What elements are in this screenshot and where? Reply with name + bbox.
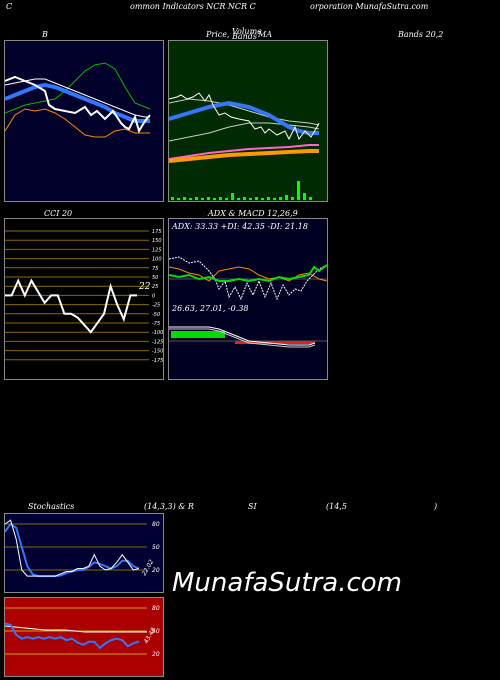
bands-right-ma-thick: [169, 100, 319, 135]
bands-right-price: [169, 92, 320, 141]
stoch-panel: 80 50 20 22.02: [4, 513, 164, 593]
rsi-panel: 80 50 20 43.48: [4, 597, 164, 677]
stoch-k-line: [5, 519, 140, 577]
cci-tick-label: 150: [152, 238, 162, 244]
cci-tick-label: -150: [152, 349, 163, 355]
cci-tick-label: 100: [152, 257, 162, 263]
rsi-tick-20: 20: [152, 651, 160, 658]
cci-tick-label: -25: [152, 303, 160, 309]
bands-left-upper: [5, 62, 151, 114]
adx-svg: ADX: 33.33 +DI: 42.35 -DI: 21.18 26.63, …: [169, 222, 327, 348]
adx-title: ADX & MACD 12,26,9: [208, 209, 298, 218]
stoch-header-d: (14,5: [326, 502, 347, 511]
adx-panel: ADX: 33.33 +DI: 42.35 -DI: 21.18 26.63, …: [168, 218, 328, 380]
bands-label-bands: Bands 20,2: [398, 30, 444, 39]
stoch-tick-80: 80: [152, 521, 160, 528]
bands-label-b: B: [42, 30, 48, 39]
cci-panel: 175 150 125 100 75 50 25 0 -25 -50 -75 -100 -125 -150…: [4, 218, 164, 380]
macd-line: [169, 326, 316, 346]
cci-value-label: 22: [138, 282, 151, 292]
cci-tick-label: 125: [152, 247, 162, 253]
cci-tick-label: -175: [152, 358, 163, 364]
bands-left-price: [5, 75, 151, 134]
cci-tick-label: -100: [152, 330, 163, 336]
adx-line: [169, 256, 327, 301]
stoch-header-b: (14,3,3) & R: [144, 502, 194, 511]
cci-tick-label: -75: [152, 321, 160, 327]
bands-label-volume-b: Bands: [232, 32, 258, 41]
bands-label-ma: MA: [258, 30, 272, 39]
bands-right-lower: [169, 122, 320, 142]
header-title-b: orporation MunafaSutra.com: [310, 2, 429, 11]
bands-right-panel: [168, 40, 328, 202]
stoch-d-line: [5, 522, 140, 578]
rsi-value-label: 43.48: [143, 626, 158, 645]
bands-right-upper: [169, 98, 320, 126]
cci-svg: 175 150 125 100 75 50 25 0 -25 -50 -75 -100 -125 -150…: [5, 229, 163, 364]
bands-left-lower: [5, 108, 150, 138]
stoch-svg: 80 50 20 22.02: [5, 519, 160, 578]
adx-plus-di: [169, 264, 327, 283]
cci-tick-label: -50: [152, 312, 160, 318]
cci-grid: [5, 230, 149, 361]
cci-tick-label: 175: [152, 229, 162, 235]
cci-title: CCI 20: [44, 209, 73, 218]
macd-signal: [169, 328, 316, 348]
header-c: C: [6, 2, 13, 11]
watermark: MunafaSutra.com: [172, 568, 403, 598]
bands-right-ma-pink: [169, 144, 319, 160]
stoch-tick-20: 20: [152, 567, 160, 574]
bands-right-svg: [169, 92, 320, 200]
stoch-header-e: ): [434, 502, 438, 511]
rsi-tick-80: 80: [152, 605, 160, 612]
cci-ticks: 175 150 125 100 75 50 25 0 -25 -50 -75 -100 -125 -150…: [152, 229, 163, 364]
bands-right-ma-orange: [169, 149, 319, 163]
bands-left-ma-thick: [5, 82, 150, 123]
bands-label-price: Price,: [206, 30, 230, 39]
stoch-header-a: Stochastics: [28, 502, 75, 511]
header-title-a: ommon Indicators NCR NCR C: [130, 2, 256, 11]
cci-tick-label: 25: [152, 284, 158, 290]
cci-tick-label: -125: [152, 339, 163, 345]
cci-tick-label: 50: [152, 275, 158, 281]
bands-left-svg: [5, 62, 151, 138]
rsi-svg: 80 50 20 43.48: [5, 605, 160, 658]
bands-label-volume-a: Volume: [232, 27, 262, 36]
bands-left-ma-thin: [5, 78, 150, 118]
rsi-line: [5, 622, 140, 650]
adx-minus-di: [169, 266, 327, 282]
rsi-mid-line: [5, 625, 147, 633]
rsi-tick-50: 50: [152, 628, 160, 635]
stoch-header-c: SI: [248, 502, 257, 511]
macd-histogram: [171, 331, 315, 344]
cci-tick-label: 0: [152, 293, 155, 299]
bands-right-volume: [171, 181, 312, 200]
stoch-tick-50: 50: [152, 544, 160, 551]
cci-line: [5, 278, 137, 334]
macd-values: 26.63, 27.01, -0.38: [171, 304, 249, 313]
bands-left-panel: [4, 40, 164, 202]
cci-tick-label: 75: [152, 266, 158, 272]
adx-values: ADX: 33.33 +DI: 42.35 -DI: 21.18: [171, 222, 308, 231]
